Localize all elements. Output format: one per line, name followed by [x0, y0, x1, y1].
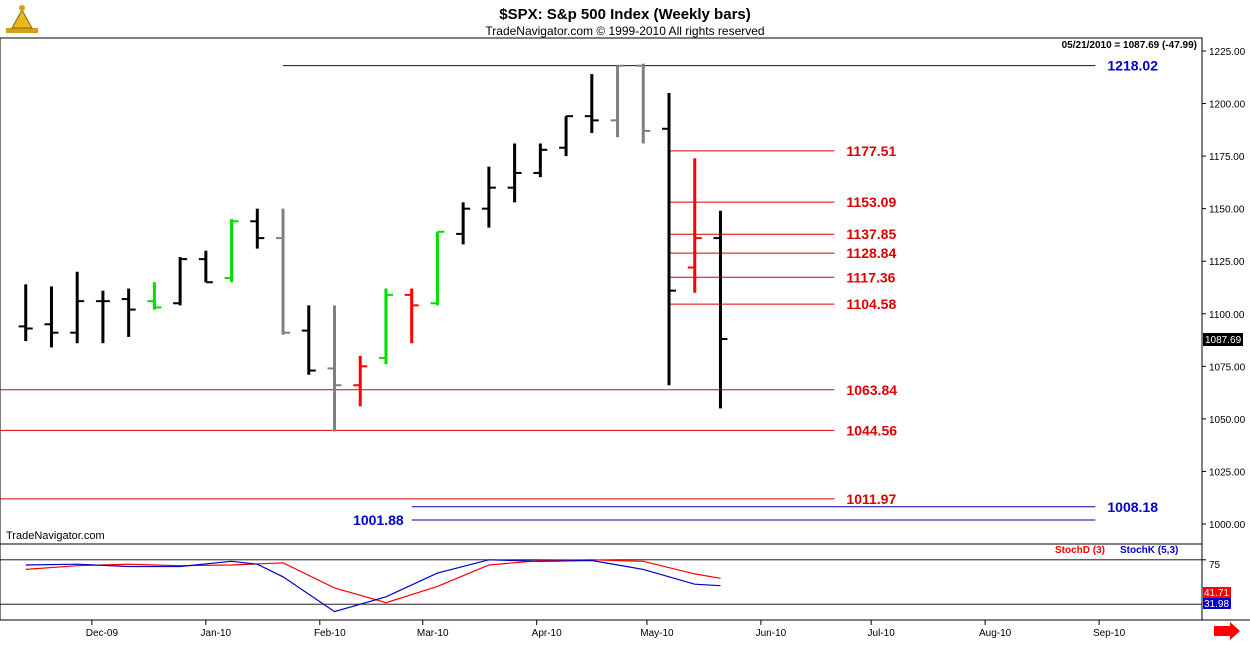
ohlc-bar: [276, 208, 291, 335]
ohlc-bar: [584, 74, 599, 133]
ohlc-bar: [430, 230, 445, 306]
level-label: 1104.58: [846, 296, 896, 312]
ohlc-bar: [301, 305, 316, 375]
y-tick-label: 1125.00: [1209, 257, 1245, 268]
ohlc-bar: [18, 284, 33, 342]
x-tick-label: Jul-10: [868, 628, 896, 639]
last-bar-info: 05/21/2010 = 1087.69 (-47.99): [1062, 40, 1197, 51]
watermark: TradeNavigator.com: [6, 530, 105, 542]
ohlc-bar: [121, 288, 136, 337]
osc-badge: [1203, 587, 1231, 598]
y-tick-label: 1100.00: [1209, 310, 1245, 321]
price-bars: [18, 63, 728, 432]
ohlc-bar: [481, 166, 496, 228]
level-label: 1218.02: [1107, 58, 1158, 74]
chart-title: $SPX: S&p 500 Index (Weekly bars): [499, 6, 751, 23]
y-tick-label: 1000.00: [1209, 520, 1246, 531]
stoch-line: [25, 559, 721, 604]
ohlc-bar: [533, 143, 548, 178]
y-tick-label: 1175.00: [1209, 152, 1245, 163]
osc-y-tick-label: 75: [1209, 560, 1221, 571]
y-tick-label: 1075.00: [1209, 362, 1246, 373]
price-levels: 1218.02 1177.51 1153.09 1137.85 1128.84 1117.…: [0, 58, 1158, 528]
y-tick-label: 1025.00: [1209, 467, 1246, 478]
x-tick-label: Apr-10: [532, 628, 562, 639]
x-tick-label: Sep-10: [1093, 628, 1126, 639]
stoch-line: [25, 559, 721, 613]
stoch-legend: StochK (5,3): [1120, 545, 1178, 556]
y-tick-label: 1150.00: [1209, 205, 1245, 216]
x-tick-label: Mar-10: [417, 628, 449, 639]
last-price-badge-label: 1087.69: [1205, 335, 1242, 346]
ohlc-bar: [250, 208, 265, 249]
ohlc-bar: [378, 288, 393, 365]
x-tick-label: Feb-10: [314, 628, 346, 639]
ohlc-bar: [224, 219, 239, 283]
ohlc-bar: [327, 305, 342, 432]
chart-subtitle: TradeNavigator.com © 1999-2010 All right…: [485, 24, 764, 38]
y-tick-label: 1225.00: [1209, 47, 1246, 58]
ohlc-bar: [559, 115, 574, 157]
level-label: 1117.36: [846, 269, 895, 285]
ohlc-bar: [507, 143, 522, 203]
ohlc-bar: [173, 257, 188, 306]
x-tick-label: May-10: [640, 628, 674, 639]
level-label: 1063.84: [846, 382, 897, 398]
level-label: 1137.85: [846, 226, 896, 242]
ohlc-bar: [662, 93, 677, 386]
ohlc-bar: [198, 250, 213, 284]
ohlc-bar: [713, 210, 728, 409]
osc-badge: [1203, 598, 1231, 609]
x-tick-label: Jun-10: [756, 628, 787, 639]
level-label: 1177.51: [846, 143, 896, 159]
x-tick-label: Aug-10: [979, 628, 1012, 639]
ohlc-bar: [353, 355, 368, 407]
ohlc-bar: [687, 158, 702, 293]
level-label: 1011.97: [846, 491, 896, 507]
ohlc-bar: [95, 290, 110, 344]
trade-navigator-scale-icon[interactable]: [6, 5, 38, 33]
stoch-legend: StochD (3): [1055, 545, 1105, 556]
level-label: 1008.18: [1107, 499, 1158, 515]
ohlc-bar: [636, 63, 651, 144]
level-label: 1001.88: [353, 512, 404, 528]
time-x-axis: Dec-09 Jan-10 Feb-10 Mar-10 Apr-10 May-10 Jun-…: [86, 620, 1126, 639]
ohlc-bar: [404, 288, 419, 344]
ohlc-bar: [147, 282, 162, 310]
price-y-axis: 1000.00 1025.00 1050.00 1075.00 1100.00 1125.…: [1202, 47, 1246, 531]
scroll-right-arrow-icon[interactable]: [1214, 622, 1240, 640]
ohlc-bar: [44, 286, 59, 348]
ohlc-bar: [610, 64, 625, 138]
level-label: 1044.56: [846, 422, 897, 438]
last-price-badge: 1087.69: [1203, 333, 1243, 346]
y-tick-label: 1050.00: [1209, 415, 1246, 426]
ohlc-bar: [456, 202, 471, 245]
osc-badge-label: 31.98: [1204, 599, 1229, 610]
x-tick-label: Jan-10: [201, 628, 232, 639]
y-tick-label: 1200.00: [1209, 100, 1246, 111]
osc-badge-label: 41.71: [1204, 588, 1229, 599]
ohlc-bar: [70, 271, 85, 344]
level-label: 1153.09: [846, 194, 896, 210]
level-label: 1128.84: [846, 245, 896, 261]
x-tick-label: Dec-09: [86, 628, 119, 639]
